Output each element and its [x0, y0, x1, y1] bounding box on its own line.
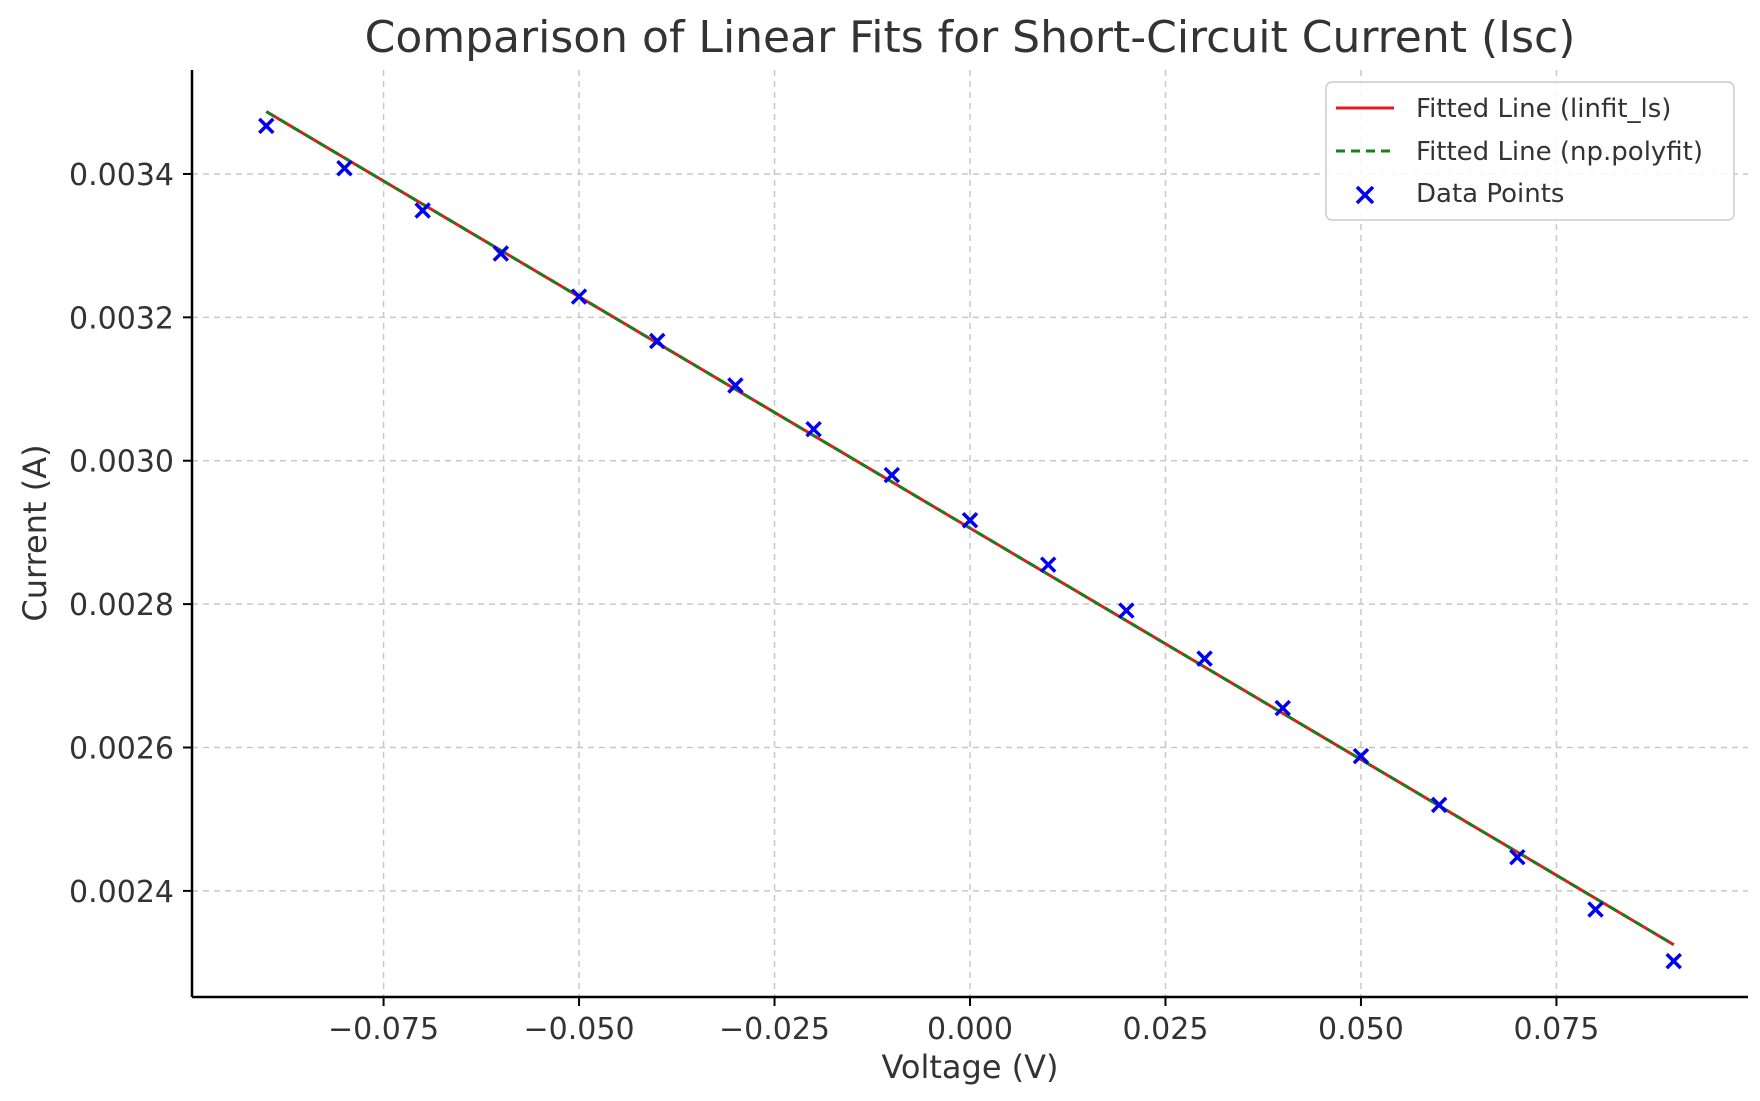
series — [258, 110, 1682, 970]
data-point — [1665, 952, 1682, 970]
data-point — [1196, 650, 1213, 667]
x-tick-label: 0.050 — [1318, 1012, 1404, 1047]
legend: Fitted Line (linfit_ls) Fitted Line (np.… — [1325, 81, 1735, 221]
y-tick-label: 0.0024 — [69, 875, 174, 910]
x-tick-label: −0.075 — [328, 1012, 439, 1047]
x-tick-label: 0.075 — [1513, 1012, 1599, 1047]
data-point — [805, 420, 822, 438]
data-point — [492, 245, 510, 262]
legend-box — [1325, 81, 1735, 221]
grid — [192, 70, 1748, 997]
ticks: −0.075 −0.050 −0.025 0.000 0.025 0.050 0.075 0.… — [69, 158, 1599, 1047]
legend-label-polyfit: Fitted Line (np.polyfit) — [1416, 137, 1703, 167]
legend-swatch-data-points — [1355, 185, 1375, 205]
y-tick-label: 0.0028 — [69, 588, 174, 623]
legend-label-linfit: Fitted Line (linfit_ls) — [1416, 94, 1671, 124]
data-point — [258, 117, 275, 135]
y-tick-label: 0.0026 — [69, 732, 174, 767]
data-point — [1509, 848, 1526, 866]
data-point — [1274, 699, 1292, 717]
data-point — [648, 332, 666, 350]
y-axis-label: Current (A) — [16, 444, 54, 621]
data-point — [727, 377, 744, 394]
y-tick-label: 0.0034 — [69, 158, 174, 193]
chart-title: Comparison of Linear Fits for Short-Circ… — [365, 12, 1576, 63]
data-point — [961, 511, 979, 529]
data-point — [1118, 602, 1135, 619]
data-point — [1352, 747, 1370, 765]
x-axis-label: Voltage (V) — [881, 1048, 1058, 1086]
data-point — [1587, 901, 1604, 918]
x-tick-label: −0.025 — [719, 1012, 830, 1047]
x-tick-label: −0.050 — [524, 1012, 635, 1047]
data-point — [1039, 556, 1057, 573]
data-point — [883, 466, 901, 484]
legend-label-data-points: Data Points — [1416, 179, 1564, 209]
data-point — [1430, 796, 1448, 814]
y-tick-label: 0.0032 — [69, 301, 174, 336]
x-tick-label: 0.025 — [1123, 1012, 1209, 1047]
fit-line-polyfit — [265, 110, 1675, 946]
data-point — [414, 202, 431, 219]
data-point — [570, 288, 588, 305]
x-tick-label: 0.000 — [927, 1012, 1013, 1047]
data-point — [336, 159, 353, 177]
y-tick-label: 0.0030 — [69, 445, 174, 480]
